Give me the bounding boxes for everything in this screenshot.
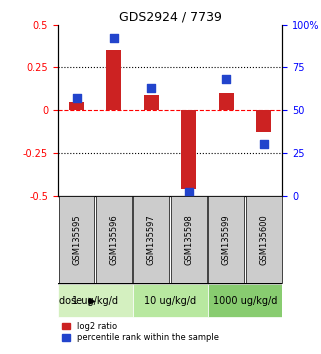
- Bar: [256, 110, 271, 132]
- Bar: [144, 95, 159, 110]
- Point: [74, 96, 79, 101]
- Text: 10 ug/kg/d: 10 ug/kg/d: [144, 296, 196, 306]
- Point: [224, 76, 229, 82]
- Bar: [69, 102, 84, 110]
- FancyBboxPatch shape: [171, 196, 207, 282]
- Bar: [181, 110, 196, 189]
- FancyBboxPatch shape: [58, 196, 94, 282]
- FancyBboxPatch shape: [96, 196, 132, 282]
- Legend: log2 ratio, percentile rank within the sample: log2 ratio, percentile rank within the s…: [62, 322, 219, 342]
- Text: GSM135598: GSM135598: [184, 214, 193, 265]
- Text: GSM135596: GSM135596: [109, 214, 118, 265]
- Text: 1000 ug/kg/d: 1000 ug/kg/d: [213, 296, 277, 306]
- Text: GSM135595: GSM135595: [72, 214, 81, 265]
- Point: [261, 142, 266, 147]
- FancyBboxPatch shape: [208, 196, 244, 282]
- Point: [186, 189, 191, 195]
- Bar: [219, 93, 234, 110]
- Bar: [107, 50, 121, 110]
- FancyBboxPatch shape: [208, 284, 282, 317]
- FancyBboxPatch shape: [133, 284, 208, 317]
- FancyBboxPatch shape: [134, 196, 169, 282]
- Title: GDS2924 / 7739: GDS2924 / 7739: [119, 11, 221, 24]
- FancyBboxPatch shape: [58, 284, 133, 317]
- Point: [149, 85, 154, 91]
- Text: GSM135600: GSM135600: [259, 214, 268, 265]
- Text: GSM135597: GSM135597: [147, 214, 156, 265]
- Text: GSM135599: GSM135599: [222, 214, 231, 265]
- FancyBboxPatch shape: [246, 196, 282, 282]
- Text: dose  ▶: dose ▶: [58, 296, 95, 306]
- Text: 1 ug/kg/d: 1 ug/kg/d: [72, 296, 118, 306]
- Point: [111, 36, 117, 41]
